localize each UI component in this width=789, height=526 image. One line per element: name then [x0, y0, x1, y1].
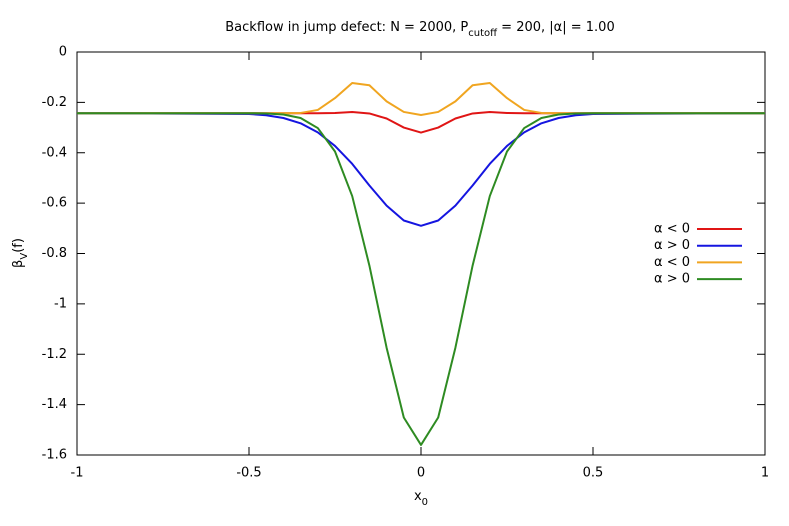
- series-line: [76, 112, 766, 227]
- x-axis-label: x0: [414, 489, 428, 508]
- y-tick-label: -0.4: [42, 145, 67, 160]
- chart-title-part: = 200, |α| = 1.00: [497, 20, 615, 35]
- y-tick-label: -1.2: [42, 347, 67, 362]
- y-tick-label: 0: [59, 45, 67, 60]
- legend-label: α < 0: [654, 255, 690, 270]
- x-axis-label-part: 0: [422, 497, 428, 508]
- y-axis-label-part: (f): [11, 238, 26, 253]
- y-tick-label: -1.4: [42, 397, 67, 412]
- y-tick-label: -1.6: [42, 448, 67, 463]
- series-line: [77, 81, 765, 116]
- chart-title: Backflow in jump defect: N = 2000, Pcuto…: [225, 20, 614, 39]
- y-axis-label-part: V: [19, 253, 30, 260]
- y-axis-label: βV(f): [11, 238, 30, 268]
- x-tick-label: 0.5: [583, 466, 604, 481]
- legend-label: α < 0: [654, 222, 690, 237]
- x-tick-label: 1: [761, 466, 769, 481]
- chart-title-part: cutoff: [468, 28, 498, 39]
- y-axis-label-part: β: [11, 260, 26, 268]
- x-tick-label: -1: [71, 466, 84, 481]
- x-tick-label: -0.5: [236, 466, 261, 481]
- x-tick-label: 0: [417, 466, 425, 481]
- chart-title-part: Backflow in jump defect: N = 2000, P: [225, 20, 468, 35]
- y-tick-label: -0.6: [42, 196, 67, 211]
- y-tick-label: -1: [54, 296, 67, 311]
- legend-label: α > 0: [654, 272, 690, 287]
- series-line: [77, 112, 765, 446]
- x-axis-label-part: x: [414, 489, 422, 504]
- legend-label: α > 0: [654, 238, 690, 253]
- y-tick-label: -0.2: [42, 95, 67, 110]
- y-tick-label: -0.8: [42, 246, 67, 261]
